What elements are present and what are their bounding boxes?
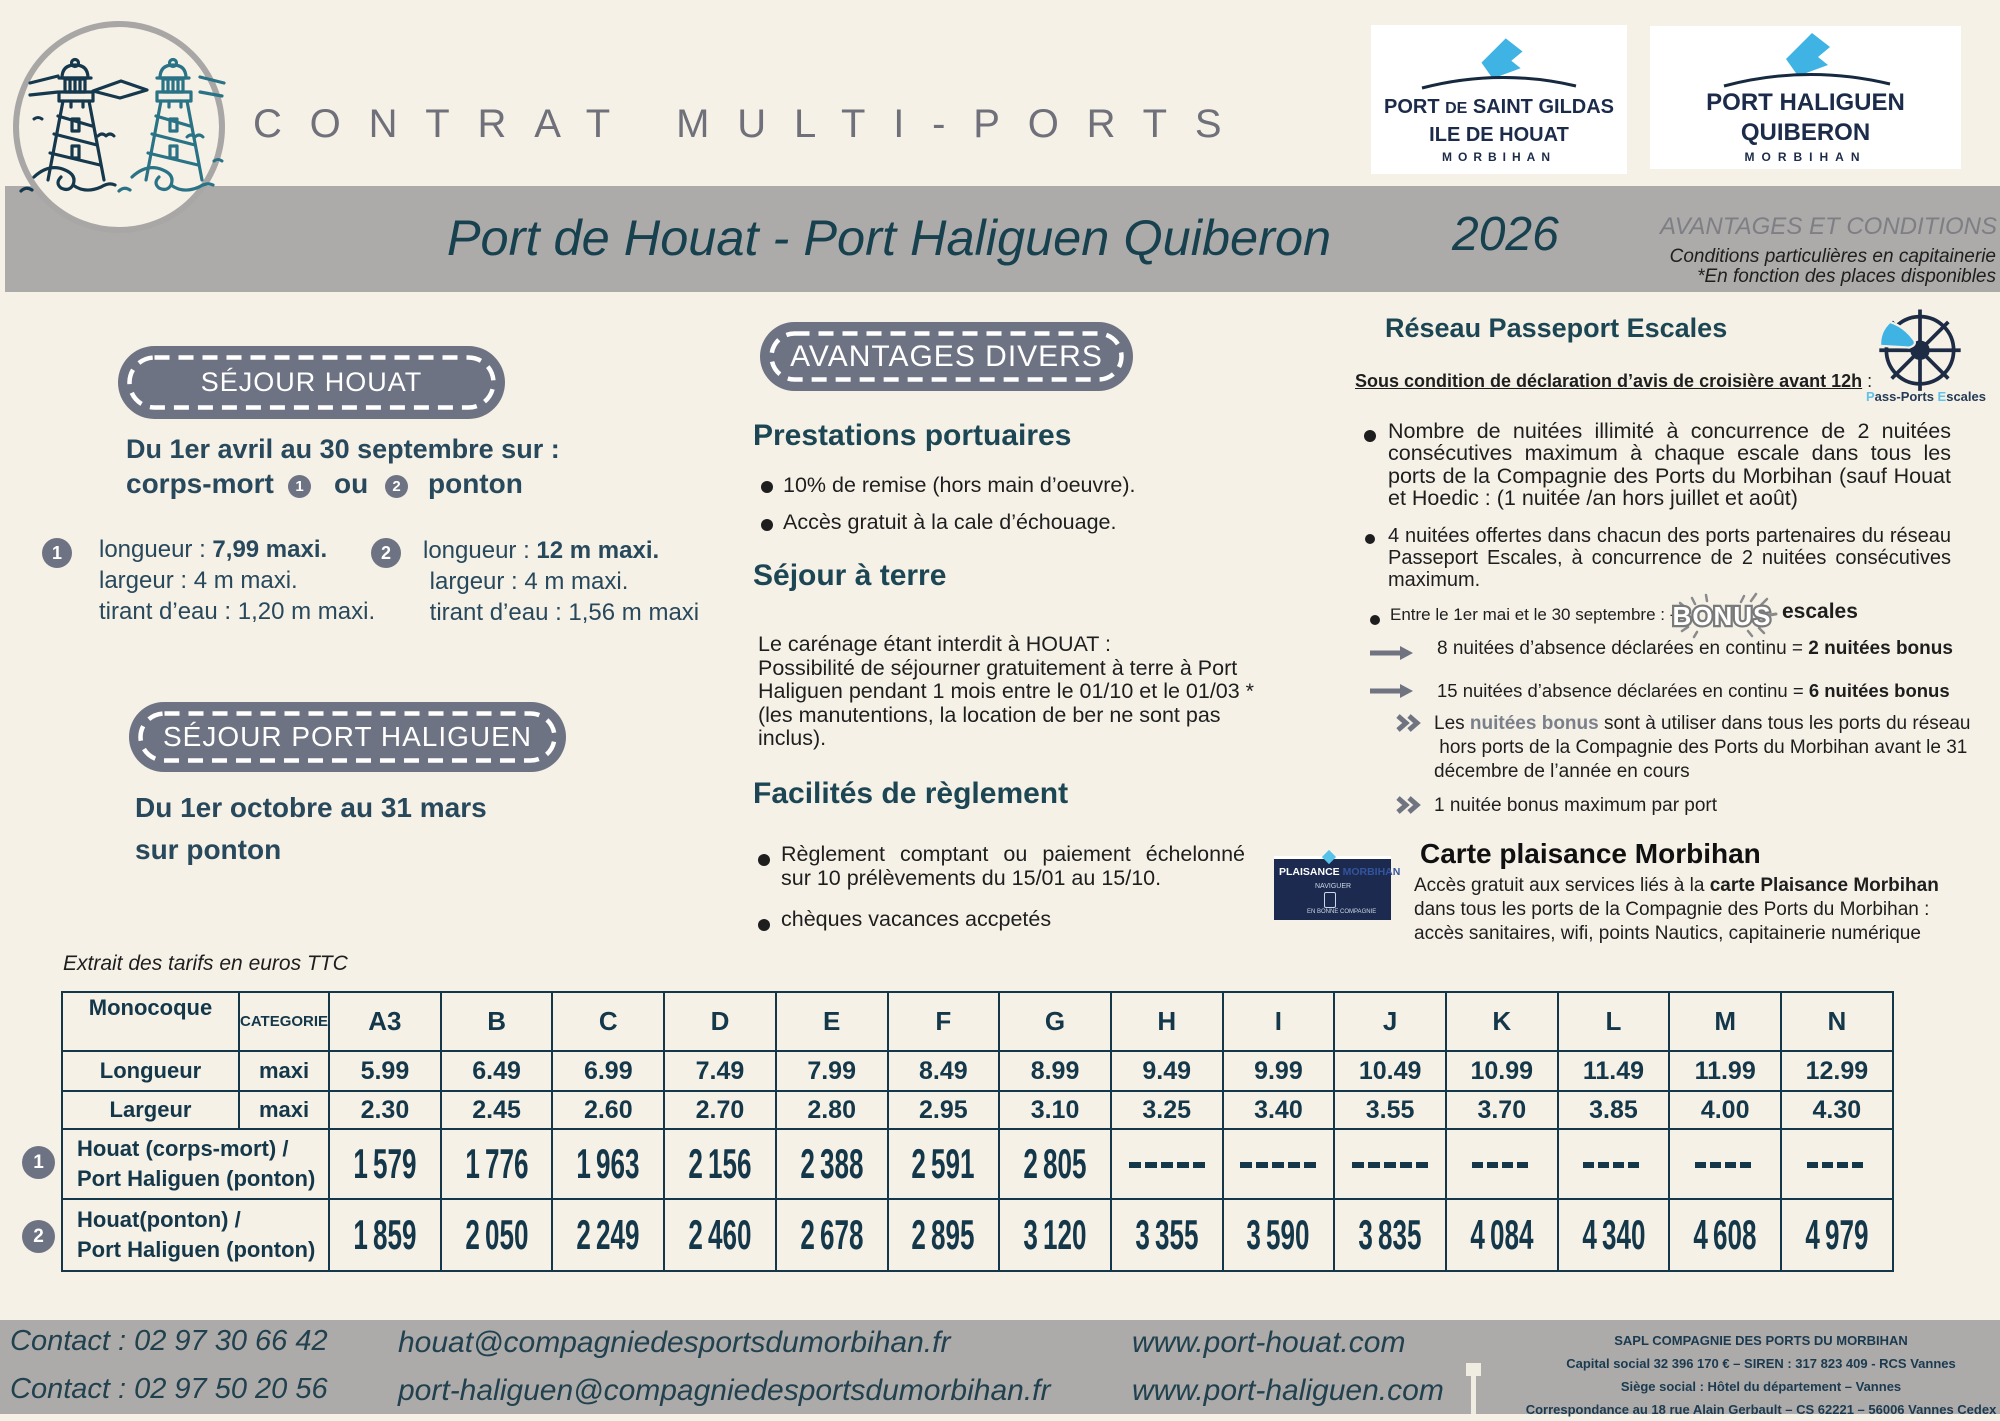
svg-text:BONUS: BONUS: [1673, 601, 1772, 631]
